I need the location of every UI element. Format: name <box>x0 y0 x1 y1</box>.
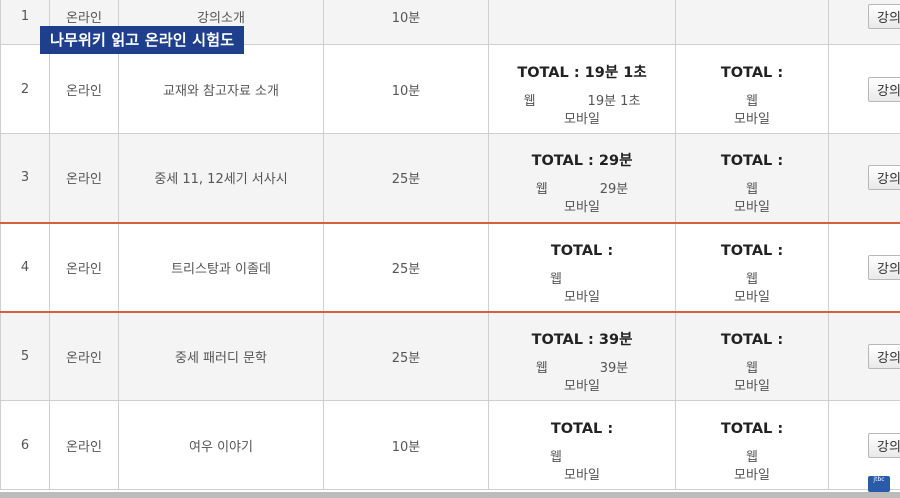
web-value: 19분 1초 <box>587 93 641 109</box>
mobile-label: 모바일 <box>734 111 770 127</box>
watch-time-cell: TOTAL : 웹 모바일 <box>488 400 676 490</box>
lecture-duration: 25분 <box>323 221 489 313</box>
action-cell: 강의 보 <box>828 0 900 45</box>
web-label: 웹 <box>535 360 548 376</box>
mobile-label: 모바일 <box>734 289 770 305</box>
lecture-view-button[interactable]: 강의 보 <box>867 4 900 29</box>
lecture-view-button[interactable]: 강의 보 <box>867 254 900 280</box>
row-number: 6 <box>0 400 50 490</box>
mobile-label: 모바일 <box>734 200 770 216</box>
watch-time-cell-2: TOTAL : 웹 모바일 <box>675 44 829 134</box>
web-time-line: 웹 <box>490 449 675 467</box>
watch-time-cell-2: TOTAL : 웹 모바일 <box>675 133 829 223</box>
mobile-label: 모바일 <box>734 467 770 483</box>
lecture-title: 교재와 참고자료 소개 <box>118 44 324 134</box>
watch-time-cell-2: TOTAL : 웹 모바일 <box>675 311 829 401</box>
lecture-title: 중세 패러디 문학 <box>118 311 324 401</box>
watch-time-cell: TOTAL : 19분 1초 웹 19분 1초 모바일 <box>488 44 676 134</box>
mobile-label: 모바일 <box>564 111 600 127</box>
mobile-label: 모바일 <box>734 378 770 394</box>
lecture-view-button[interactable]: 강의 보 <box>867 165 900 191</box>
watch-time-cell: TOTAL : 29분 웹 29분 모바일 <box>488 133 676 223</box>
watch-time-cell: TOTAL : 39분 웹 39분 모바일 <box>488 311 676 401</box>
mobile-label: 모바일 <box>564 378 600 394</box>
web-label: 웹 <box>746 360 758 376</box>
lecture-type: 온라인 <box>49 221 119 313</box>
row-number: 4 <box>0 221 50 313</box>
web-time-line: 웹 29분 <box>490 181 675 199</box>
total-time: TOTAL : 29분 <box>531 153 633 170</box>
lecture-view-button[interactable]: 강의 보 <box>867 343 900 369</box>
web-label: 웹 <box>746 449 758 465</box>
web-value: 39분 <box>599 360 629 376</box>
total-time: TOTAL : 19분 1초 <box>517 64 647 81</box>
table-row: 6 온라인 여우 이야기 10분 TOTAL : 웹 모바일 TOTAL : 웹… <box>0 400 900 490</box>
lecture-title: 여우 이야기 <box>118 400 324 490</box>
total-time: TOTAL : 39분 <box>531 331 633 348</box>
web-label: 웹 <box>535 182 548 198</box>
table-row: 3 온라인 중세 11, 12세기 서사시 25분 TOTAL : 29분 웹 2… <box>0 133 900 223</box>
lecture-title: 중세 11, 12세기 서사시 <box>118 133 324 223</box>
lecture-type: 온라인 <box>49 400 119 490</box>
total-time: TOTAL : <box>720 420 784 437</box>
watch-time-cell: TOTAL : 웹 모바일 <box>488 221 676 313</box>
lecture-type: 온라인 <box>49 133 119 223</box>
action-cell: 강의 보 <box>828 44 900 134</box>
lecture-duration: 10분 <box>323 400 489 490</box>
lecture-type: 온라인 <box>49 311 119 401</box>
watch-time-cell-2 <box>675 0 829 45</box>
broadcaster-logo-icon: jtbc <box>868 476 890 492</box>
watch-time-cell-2: TOTAL : 웹 모바일 <box>675 400 829 490</box>
watch-time-cell <box>488 0 676 45</box>
web-time-line: 웹 19분 1초 <box>490 93 675 111</box>
total-time: TOTAL : <box>720 242 784 259</box>
table-row: 2 온라인 교재와 참고자료 소개 10분 TOTAL : 19분 1초 웹 19… <box>0 44 900 134</box>
lecture-duration: 25분 <box>323 311 489 401</box>
mobile-label: 모바일 <box>564 200 600 216</box>
total-time: TOTAL : <box>550 242 614 259</box>
web-time-line: 웹 39분 <box>490 360 675 378</box>
watch-time-cell-2: TOTAL : 웹 모바일 <box>675 221 829 313</box>
web-label: 웹 <box>550 449 562 465</box>
web-time-line: 웹 <box>490 271 675 289</box>
row-number: 5 <box>0 311 50 401</box>
lecture-title: 트리스탕과 이졸데 <box>118 221 324 313</box>
mobile-label: 모바일 <box>564 289 600 305</box>
action-cell: 강의 보 <box>828 221 900 313</box>
row-number: 1 <box>0 0 50 45</box>
table-row: 5 온라인 중세 패러디 문학 25분 TOTAL : 39분 웹 39분 모바일… <box>0 311 900 401</box>
total-time: TOTAL : <box>720 331 784 348</box>
web-label: 웹 <box>550 271 562 287</box>
web-label: 웹 <box>523 93 536 109</box>
row-number: 3 <box>0 133 50 223</box>
mobile-label: 모바일 <box>564 467 600 483</box>
total-time: TOTAL : <box>550 420 614 437</box>
lecture-duration: 10분 <box>323 44 489 134</box>
lecture-duration: 10분 <box>323 0 489 45</box>
lecture-view-button[interactable]: 강의 보 <box>867 432 900 458</box>
bottom-divider <box>0 492 900 498</box>
web-label: 웹 <box>746 271 758 287</box>
lecture-duration: 25분 <box>323 133 489 223</box>
row-number: 2 <box>0 44 50 134</box>
total-time: TOTAL : <box>720 153 784 170</box>
web-label: 웹 <box>746 93 758 109</box>
web-label: 웹 <box>746 182 758 198</box>
action-cell: 강의 보 <box>828 311 900 401</box>
lecture-type: 온라인 <box>49 44 119 134</box>
table-row-highlighted: 4 온라인 트리스탕과 이졸데 25분 TOTAL : 웹 모바일 TOTAL … <box>0 221 900 313</box>
news-caption: 나무위키 읽고 온라인 시험도 <box>40 26 245 54</box>
action-cell: 강의 보 <box>828 133 900 223</box>
total-time: TOTAL : <box>720 64 784 81</box>
lecture-view-button[interactable]: 강의 보 <box>867 76 900 102</box>
web-value: 29분 <box>599 182 629 198</box>
action-cell: 강의 보 <box>828 400 900 490</box>
